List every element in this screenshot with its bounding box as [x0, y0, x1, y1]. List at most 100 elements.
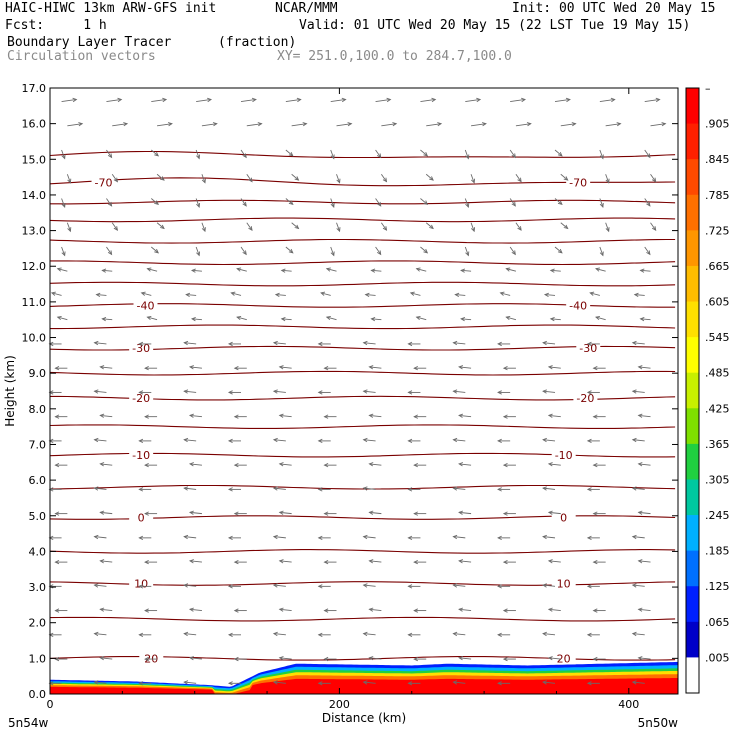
vector-arrow-head — [542, 486, 547, 491]
y-tick-label: 16.0 — [22, 118, 47, 131]
vector-arrow — [291, 123, 307, 127]
vector-arrow — [156, 173, 165, 181]
vector-arrow-head — [549, 316, 555, 322]
vector-arrow — [320, 292, 331, 296]
vector-arrow-head — [497, 438, 502, 444]
colorbar-label: .065 — [705, 616, 730, 629]
vector-arrow — [201, 174, 206, 183]
vector-arrow-head — [107, 201, 113, 207]
contour-label: 20 — [557, 652, 571, 665]
vector-arrow — [509, 149, 516, 158]
contour-label-bg — [129, 392, 154, 405]
vector-arrow-head — [610, 97, 616, 103]
vector-arrow-head — [631, 631, 637, 637]
vector-arrow — [326, 268, 337, 272]
vector-arrow — [638, 560, 651, 563]
vector-arrow — [375, 246, 382, 255]
colorbar-label: – — [705, 82, 711, 95]
vector-arrow — [363, 390, 376, 393]
vector-arrow — [330, 99, 346, 102]
colorbar-label: .845 — [705, 153, 730, 166]
y-tick-label: 17.0 — [22, 82, 47, 95]
y-tick-label: 1.0 — [29, 652, 47, 665]
vector-arrow-head — [138, 681, 144, 686]
vector-arrow — [94, 390, 107, 393]
vector-arrow — [632, 681, 645, 684]
temperature-contour — [50, 199, 676, 205]
vector-arrow-head — [362, 631, 368, 637]
vector-arrow — [363, 681, 376, 684]
vector-arrow-head — [113, 226, 119, 231]
vector-arrow — [644, 198, 651, 207]
vector-arrow-head — [646, 201, 651, 207]
vector-arrow-head — [452, 389, 458, 394]
vector-arrow — [57, 316, 68, 321]
vector-arrow-head — [317, 632, 323, 638]
contour-label: -70 — [569, 176, 587, 189]
vector-arrow — [471, 123, 486, 127]
contour-label-bg — [129, 449, 154, 462]
vector-arrow — [186, 294, 197, 296]
vector-arrow — [285, 198, 294, 205]
vector-arrow-head — [144, 462, 149, 468]
vector-arrow-head — [370, 268, 376, 273]
vector-arrow-head — [272, 583, 278, 588]
vector-arrow — [246, 123, 262, 127]
vector-arrow-head — [557, 248, 563, 254]
vector-arrow — [273, 439, 286, 442]
vector-arrow — [543, 681, 556, 684]
vector-arrow — [470, 174, 475, 183]
vector-arrow-head — [233, 365, 239, 371]
vector-arrow-head — [368, 656, 374, 661]
vector-arrow-head — [233, 656, 239, 662]
vector-arrow — [246, 174, 253, 182]
vector-arrow — [141, 292, 152, 296]
colorbar-swatch — [686, 301, 699, 338]
contour-label-bg — [91, 176, 116, 189]
vector-arrow-head — [325, 315, 331, 321]
vector-arrow-head — [227, 681, 233, 686]
vector-arrow — [543, 342, 556, 345]
vector-arrow-head — [407, 341, 413, 347]
vector-arrow-head — [278, 462, 284, 467]
vector-arrow — [605, 174, 610, 183]
vector-arrow-head — [280, 268, 286, 273]
vector-arrow-head — [407, 390, 413, 395]
vector-arrow-head — [651, 177, 657, 183]
vector-arrow — [291, 222, 299, 229]
vector-arrow-head — [497, 584, 502, 589]
vector-arrow-head — [646, 250, 651, 256]
temperature-contour — [50, 395, 676, 401]
vector-arrow-head — [502, 559, 508, 565]
vector-arrow-head — [460, 316, 466, 322]
vector-arrow-head — [207, 97, 213, 103]
temperature-contour — [49, 345, 676, 351]
vector-arrow — [189, 366, 202, 369]
vector-arrow — [548, 414, 561, 418]
vector-arrow — [326, 316, 337, 321]
vector-arrow-head — [144, 559, 149, 565]
vector-arrow — [548, 608, 561, 612]
vector-arrow-head — [138, 438, 144, 444]
vector-arrow — [632, 487, 645, 490]
vector-arrow-head — [288, 152, 294, 157]
vector-arrow — [381, 123, 397, 127]
vector-arrow-head — [413, 414, 419, 419]
vector-arrow-head — [368, 462, 374, 467]
colorbar-frame — [685, 87, 700, 694]
vector-arrow-head — [123, 122, 129, 127]
vector-arrow — [543, 390, 556, 393]
vector-arrow — [363, 584, 376, 587]
y-axis-label: Height (km) — [3, 355, 17, 426]
contour-label-bg — [551, 511, 576, 524]
vector-arrow-head — [589, 291, 595, 296]
vector-arrow-head — [154, 248, 160, 254]
vector-arrow — [515, 123, 531, 127]
vector-arrow-head — [368, 607, 374, 612]
vector-arrow — [96, 294, 107, 296]
vector-arrow-head — [499, 291, 505, 296]
vector-arrow-head — [542, 631, 547, 637]
vector-arrow-head — [183, 680, 189, 685]
contour-label: -70 — [95, 176, 113, 189]
